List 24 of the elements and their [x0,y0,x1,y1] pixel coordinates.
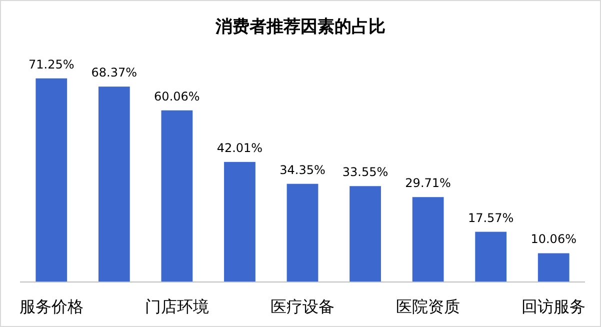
bar [350,186,381,282]
bar [475,232,507,282]
bar [161,110,193,282]
data-label: 33.55% [342,165,388,180]
bar [538,253,570,282]
data-label: 17.57% [468,210,514,225]
bar [36,78,68,282]
bar [224,162,256,282]
data-label: 34.35% [280,162,326,177]
data-label: 60.06% [154,89,200,104]
data-label: 71.25% [28,57,74,72]
bar [286,184,318,282]
data-label: 42.01% [216,140,263,155]
x-tick-label: 门店环境 [144,297,209,316]
x-tick-label: 服务价格 [19,297,84,316]
data-label: 10.06% [530,232,576,246]
x-tick-label: 回访服务 [522,297,586,316]
data-label: 29.71% [405,176,451,190]
chart-title: 消费者推荐因素的占比 [214,17,386,37]
bar [98,86,130,282]
bar [412,197,444,282]
x-tick-label: 医院资质 [396,297,460,316]
x-tick-label: 医疗设备 [270,297,334,316]
data-label: 68.37% [91,66,138,80]
